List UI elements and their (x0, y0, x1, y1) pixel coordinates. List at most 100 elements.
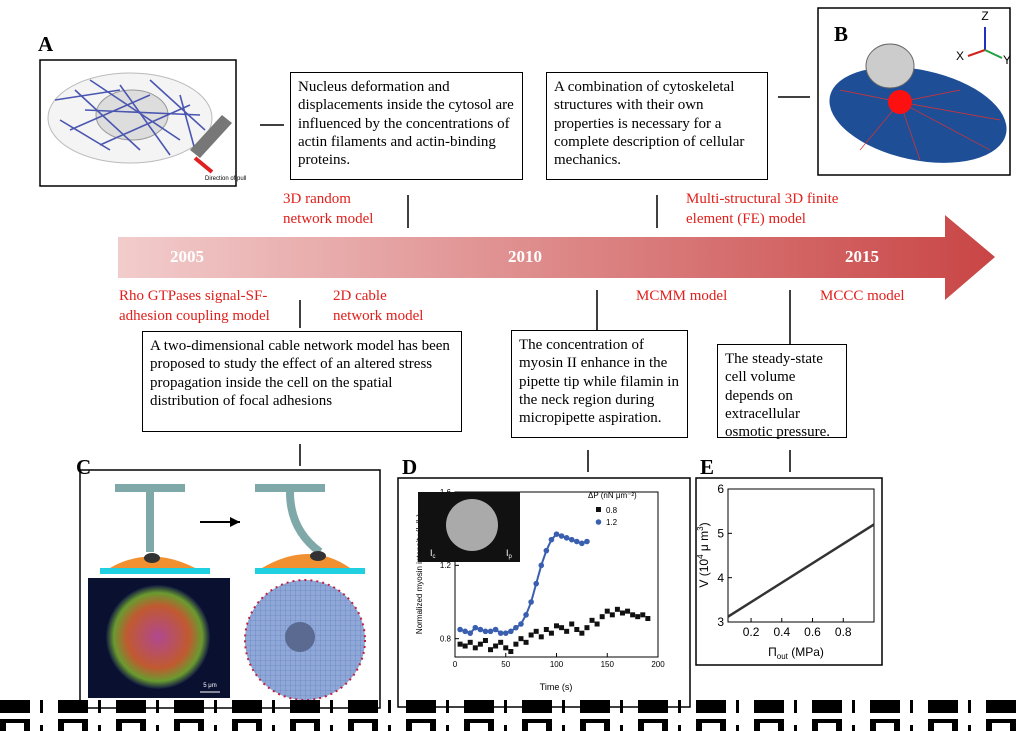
point (569, 622, 574, 627)
point (574, 627, 579, 632)
x-axis-label: Time (s) (540, 682, 573, 692)
point (559, 533, 565, 539)
point (503, 630, 509, 636)
point (467, 630, 473, 636)
point (590, 618, 595, 623)
axis-label: Z (981, 9, 988, 23)
point (488, 629, 494, 635)
point (518, 636, 523, 641)
panel-a-image: Direction of pull (40, 60, 246, 186)
point (539, 634, 544, 639)
panel-letter: D (402, 455, 417, 480)
point (549, 631, 554, 636)
point (630, 612, 635, 617)
legend-marker (596, 507, 601, 512)
y-tick-label: 0.8 (440, 634, 452, 643)
x-tick-label: 0.2 (743, 625, 760, 639)
point (493, 644, 498, 649)
panel-letter: E (700, 455, 714, 480)
model-label: Multi-structural 3D finite element (FE) … (686, 190, 876, 229)
point (579, 541, 585, 547)
point (498, 640, 503, 645)
point (483, 629, 489, 635)
x-axis-label: Πout (MPa) (768, 645, 824, 661)
axis-label: X (956, 49, 964, 63)
point (513, 642, 518, 647)
point (645, 616, 650, 621)
legend-marker (596, 519, 602, 525)
point (513, 625, 519, 631)
panel-letter: B (834, 22, 848, 47)
y-tick-label: 3 (717, 615, 724, 629)
point (574, 539, 580, 545)
point (468, 640, 473, 645)
x-tick-label: 0.4 (773, 625, 790, 639)
point (478, 627, 484, 633)
text-box: Nucleus deformation and displacements in… (290, 72, 523, 180)
y-axis-label: V (104 μ m3) (696, 522, 711, 587)
x-tick-label: 0.6 (804, 625, 821, 639)
scale-bar: 5 μm (203, 683, 216, 689)
x-tick-label: 0.8 (835, 625, 852, 639)
point (584, 539, 590, 545)
point (554, 623, 559, 628)
point (625, 609, 630, 614)
point (462, 629, 468, 635)
point (579, 631, 584, 636)
point (483, 638, 488, 643)
label-part: (MPa) (788, 645, 824, 659)
point (600, 614, 605, 619)
point (615, 607, 620, 612)
point (544, 627, 549, 632)
label-part: ) (697, 522, 711, 526)
point (635, 614, 640, 619)
text-box: The concentration of myosin II enhance i… (511, 330, 688, 438)
x-tick-label: 200 (651, 660, 665, 669)
panel-letter: A (38, 32, 53, 57)
x-tick-label: 100 (550, 660, 564, 669)
model-label: MCCC model (820, 287, 905, 307)
label-part: Π (768, 645, 777, 659)
point (534, 629, 539, 634)
point (528, 599, 534, 605)
point (524, 640, 529, 645)
text-box: The steady-state cell volume depends on … (717, 344, 847, 438)
legend-label: 1.2 (606, 518, 618, 527)
x-tick-label: 50 (501, 660, 510, 669)
year-label: 2015 (845, 247, 879, 267)
model-label: 2D cable network model (333, 287, 438, 326)
model-label: 3D random network model (283, 190, 395, 229)
point (498, 630, 504, 636)
text-box: A combination of cytoskeletal structures… (546, 72, 768, 180)
point (584, 625, 589, 630)
text-box: A two-dimensional cable network model ha… (142, 331, 462, 432)
point (508, 629, 514, 635)
point (508, 649, 513, 654)
point (463, 644, 468, 649)
point (457, 627, 463, 633)
point (595, 622, 600, 627)
label-part: μ m (697, 531, 711, 555)
panel-letter: C (76, 455, 91, 480)
point (523, 612, 529, 618)
label-part: out (777, 652, 789, 661)
y-tick-label: 6 (717, 482, 724, 496)
point (529, 633, 534, 638)
point (549, 537, 555, 543)
inset-cell (446, 499, 498, 551)
point (620, 611, 625, 616)
point (488, 647, 493, 652)
y-tick-label: 4 (717, 571, 724, 585)
point (518, 621, 524, 627)
point (605, 609, 610, 614)
point (564, 629, 569, 634)
point (564, 535, 570, 541)
model-label: MCMM model (636, 287, 727, 307)
year-label: 2010 (508, 247, 542, 267)
point (538, 563, 544, 569)
point (478, 642, 483, 647)
y-tick-label: 1.2 (440, 561, 452, 570)
panel-c-image: 5 μm (80, 470, 380, 708)
label-part: V (10 (697, 559, 711, 588)
year-label: 2005 (170, 247, 204, 267)
